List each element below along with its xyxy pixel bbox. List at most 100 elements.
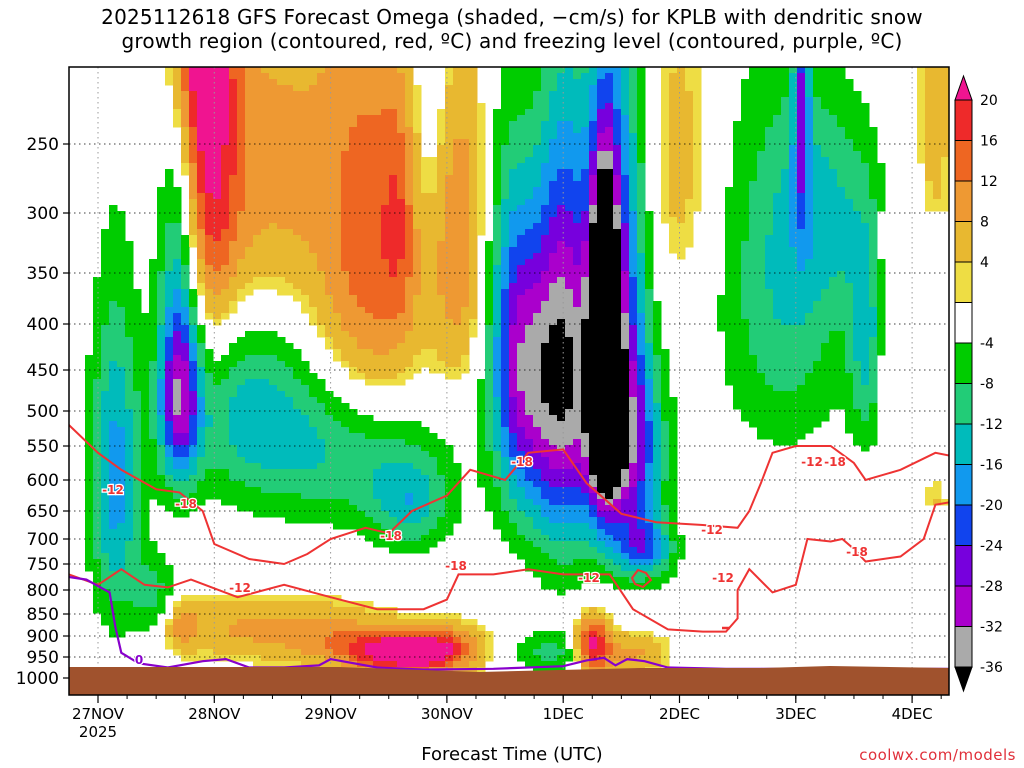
omega-cell	[125, 379, 134, 386]
omega-cell	[773, 217, 790, 224]
omega-cell	[405, 157, 414, 164]
omega-cell	[221, 193, 230, 200]
omega-cell	[173, 433, 190, 440]
omega-cell	[381, 217, 406, 224]
omega-cell	[797, 79, 806, 86]
omega-cell	[197, 229, 206, 236]
omega-cell	[509, 271, 518, 278]
omega-cell	[661, 97, 670, 104]
omega-cell	[157, 235, 166, 242]
omega-cell	[525, 535, 550, 542]
omega-cell	[797, 67, 806, 74]
omega-cell	[165, 445, 174, 452]
omega-cell	[581, 331, 622, 338]
omega-cell	[93, 385, 110, 392]
omega-cell	[789, 85, 798, 92]
omega-cell	[85, 385, 94, 392]
omega-cell	[773, 223, 790, 230]
omega-cell	[925, 79, 949, 86]
omega-cell	[357, 121, 398, 128]
omega-cell	[165, 253, 182, 260]
omega-cell	[325, 337, 334, 344]
omega-cell	[93, 379, 110, 386]
omega-cell	[645, 265, 654, 272]
omega-cell	[645, 409, 654, 416]
omega-cell	[93, 433, 102, 440]
omega-cell	[165, 361, 174, 368]
omega-cell	[637, 421, 646, 428]
omega-cell	[629, 421, 638, 428]
omega-cell	[405, 493, 414, 500]
omega-cell	[245, 103, 406, 110]
omega-cell	[141, 397, 150, 404]
omega-cell	[85, 379, 94, 386]
omega-cell	[501, 361, 510, 368]
omega-cell	[405, 187, 414, 194]
omega-cell	[189, 157, 198, 164]
omega-cell	[205, 307, 230, 314]
omega-cell	[597, 211, 614, 218]
omega-cell	[597, 91, 614, 98]
omega-cell	[549, 403, 574, 410]
omega-cell	[773, 385, 798, 392]
omega-cell	[509, 265, 518, 272]
omega-cell	[469, 235, 478, 242]
omega-cell	[725, 187, 750, 194]
omega-cell	[317, 313, 342, 320]
omega-cell	[493, 139, 510, 146]
omega-cell	[669, 559, 678, 566]
omega-cell	[637, 163, 646, 170]
omega-cell	[621, 175, 630, 182]
omega-cell	[173, 73, 182, 80]
omega-cell	[93, 607, 166, 614]
omega-cell	[501, 319, 510, 326]
omega-cell	[509, 385, 518, 392]
omega-cell	[93, 541, 102, 548]
omega-cell	[469, 253, 478, 260]
omega-cell	[205, 373, 214, 380]
omega-cell	[197, 613, 398, 620]
credit-link[interactable]: coolwx.com/models	[859, 746, 1016, 764]
omega-cell	[101, 547, 126, 554]
omega-cell	[693, 121, 702, 128]
omega-cell	[581, 175, 590, 182]
omega-cell	[869, 289, 878, 296]
omega-cell	[493, 331, 502, 338]
omega-cell	[541, 583, 582, 590]
omega-cell	[549, 139, 590, 146]
omega-cell	[93, 349, 102, 356]
omega-cell	[125, 553, 142, 560]
omega-cell	[741, 409, 830, 416]
omega-cell	[589, 523, 598, 530]
omega-cell	[413, 193, 446, 200]
omega-cell	[261, 463, 318, 470]
omega-cell	[181, 355, 190, 362]
omega-cell	[597, 67, 622, 74]
omega-cell	[101, 235, 126, 242]
omega-cell	[93, 307, 110, 314]
omega-cell	[669, 157, 694, 164]
omega-cell	[125, 493, 134, 500]
omega-cell	[773, 211, 790, 218]
omega-cell	[197, 439, 206, 446]
omega-cell	[797, 187, 806, 194]
omega-cell	[277, 289, 302, 296]
omega-cell	[485, 373, 494, 380]
omega-cell	[197, 175, 206, 182]
omega-cell	[941, 181, 949, 188]
omega-cell	[397, 67, 414, 74]
omega-cell	[341, 163, 406, 170]
omega-cell	[629, 415, 638, 422]
omega-cell	[501, 493, 510, 500]
omega-cell	[325, 67, 398, 74]
omega-cell	[669, 169, 694, 176]
omega-cell	[829, 277, 846, 284]
omega-cell	[109, 589, 158, 596]
omega-cell	[197, 97, 230, 104]
omega-cell	[205, 181, 222, 188]
omega-cell	[165, 469, 198, 476]
omega-cell	[205, 367, 230, 374]
omega-cell	[373, 661, 398, 668]
omega-cell	[117, 421, 134, 428]
omega-cell	[165, 289, 174, 296]
